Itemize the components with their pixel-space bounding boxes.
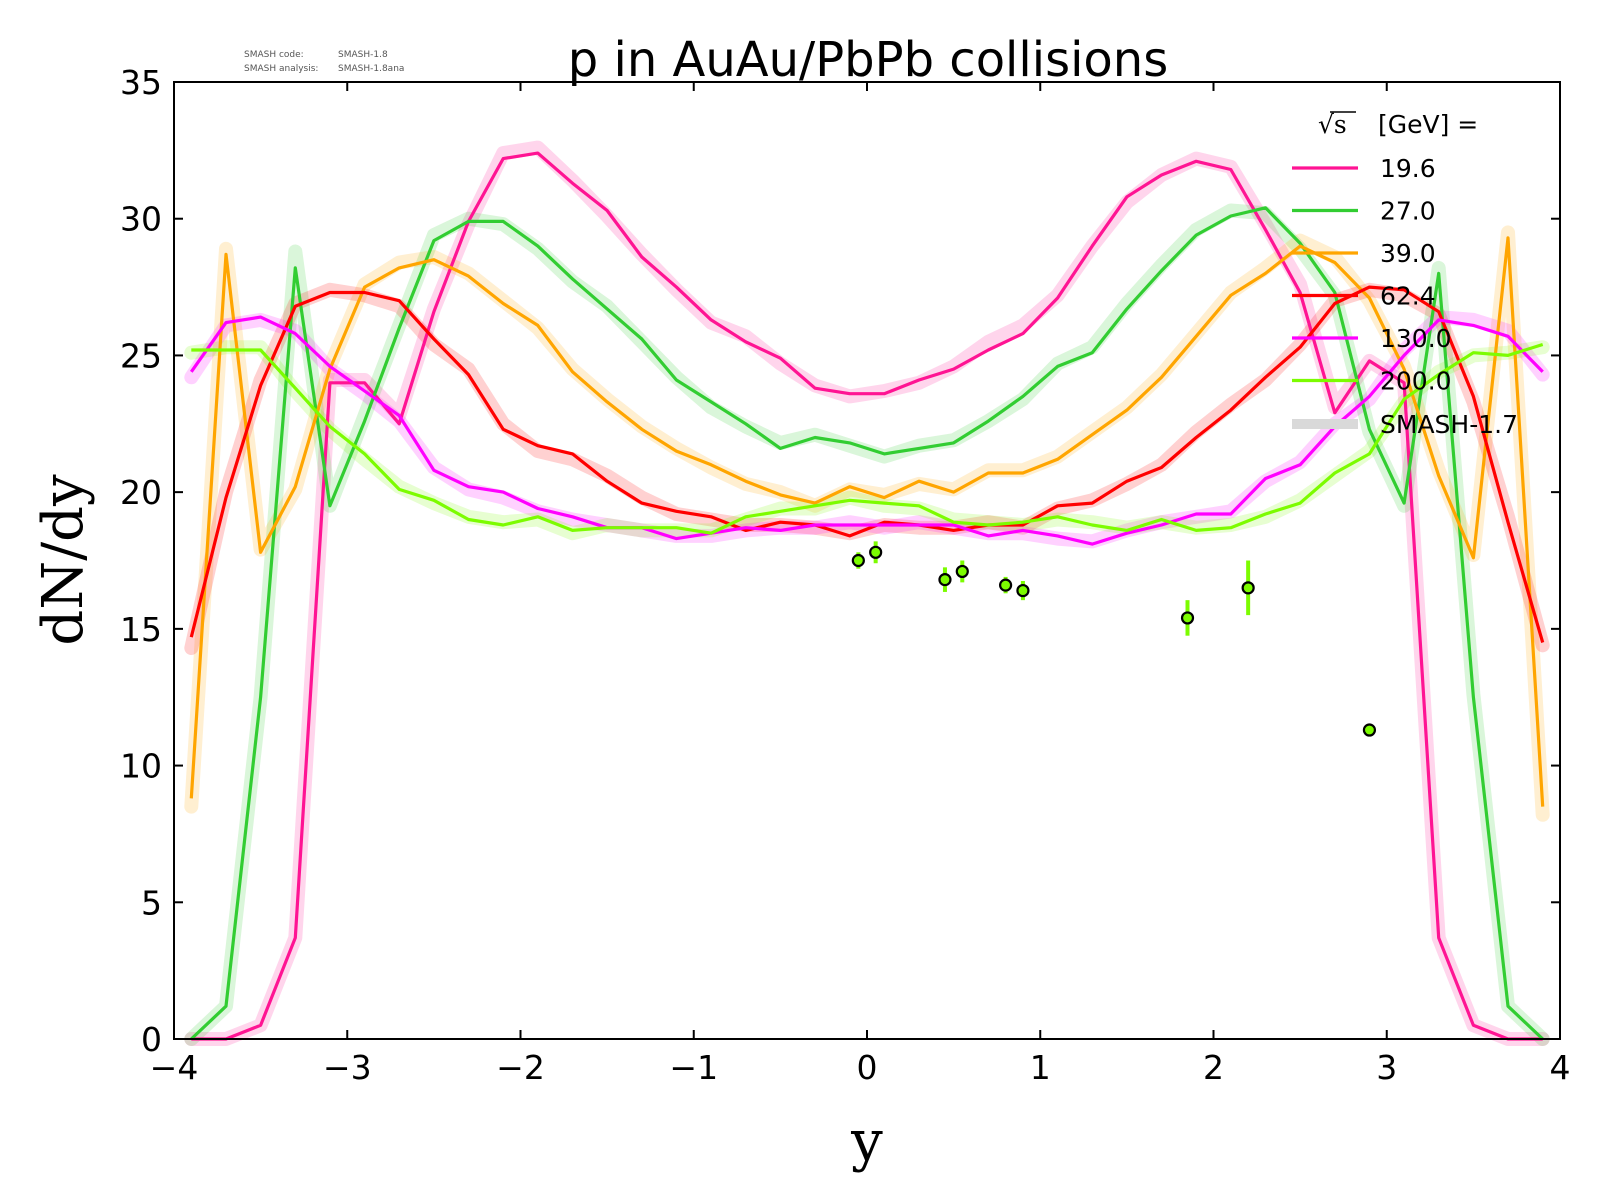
reference-band-1	[184, 203, 1550, 1046]
data-point-0	[851, 553, 865, 568]
x-axis-label: y	[850, 1109, 883, 1174]
series-line-5	[191, 342, 1544, 535]
plot-frame	[173, 81, 1561, 1040]
y-tick-label-0: 0	[141, 1020, 162, 1059]
y-tick-label-2: 10	[120, 747, 162, 786]
series-line-4	[189, 315, 1544, 546]
legend-title-sqrt: √s	[1318, 110, 1347, 139]
legend-title-rest: [GeV] =	[1378, 110, 1478, 139]
measured-points	[851, 541, 1377, 737]
data-point-6	[1180, 611, 1195, 625]
stamp-line1-key: SMASH code:	[244, 50, 304, 60]
stamp-line2-key: SMASH analysis:	[244, 64, 318, 74]
y-tick-label-6: 30	[120, 200, 162, 239]
legend: √s [GeV] = 19.6 27.0 39.0 62.4 130.0 200.0 SM…	[1292, 110, 1518, 439]
data-point-4	[998, 578, 1013, 592]
data-point-3	[955, 564, 969, 579]
legend-label-0: 19.6	[1380, 154, 1436, 183]
legend-label-1: 27.0	[1380, 197, 1436, 226]
y-tick-label-1: 5	[141, 883, 162, 922]
data-point-5	[1016, 583, 1030, 598]
y-tick-label-3: 15	[120, 610, 162, 649]
data-point-7	[1241, 581, 1255, 595]
legend-label-5: 200.0	[1380, 367, 1452, 396]
x-tick-label-4: 0	[857, 1048, 878, 1087]
axis-ticks: −4 −3 −2 −1 0 1 2 3 4 0 5 10 15 20 25 30 35	[120, 63, 1571, 1087]
x-tick-label-2: −2	[496, 1048, 545, 1087]
legend-label-4: 130.0	[1380, 324, 1452, 353]
series-lines	[189, 151, 1545, 1041]
x-tick-label-1: −3	[323, 1048, 372, 1087]
series-line-1	[190, 206, 1544, 1041]
x-tick-label-6: 2	[1203, 1048, 1224, 1087]
series-line-3	[189, 285, 1545, 643]
data-point-1	[869, 545, 883, 559]
legend-label-2: 39.0	[1380, 239, 1436, 268]
y-tick-label-7: 35	[120, 63, 162, 102]
y-tick-label-5: 25	[120, 336, 162, 375]
x-tick-label-0: −4	[150, 1048, 199, 1087]
legend-label-reference: SMASH-1.7	[1380, 410, 1518, 439]
reference-band-0	[184, 140, 1550, 1046]
stamp-line1-value: SMASH-1.8	[338, 50, 388, 60]
x-tick-label-3: −1	[669, 1048, 718, 1087]
y-axis-label: dN/dy	[31, 474, 96, 646]
series-line-0	[191, 151, 1543, 1041]
legend-entries: 19.6 27.0 39.0 62.4 130.0 200.0	[1292, 154, 1452, 396]
chart-title: p in AuAu/PbPb collisions	[568, 32, 1168, 88]
x-tick-label-7: 3	[1376, 1048, 1397, 1087]
x-tick-label-5: 1	[1030, 1048, 1051, 1087]
y-tick-label-4: 20	[120, 473, 162, 512]
x-tick-label-8: 4	[1550, 1048, 1571, 1087]
data-point-8	[1362, 723, 1377, 737]
data-point-2	[938, 573, 952, 587]
reference-band-5	[184, 340, 1550, 541]
reference-bands	[184, 140, 1550, 1046]
legend-label-3: 62.4	[1380, 282, 1436, 311]
stamp-line2-value: SMASH-1.8ana	[338, 64, 404, 74]
